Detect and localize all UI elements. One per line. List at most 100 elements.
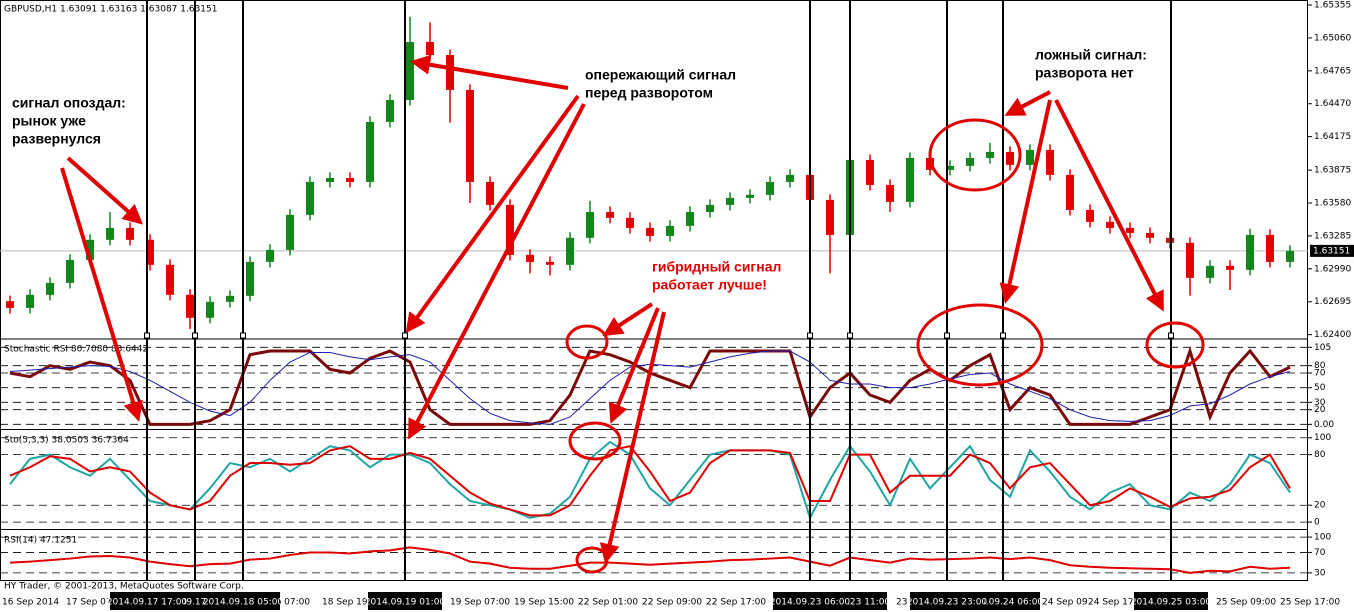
time-label-box: [910, 592, 984, 610]
annotation-text: опережающий сигнал: [585, 67, 736, 83]
time-label: 25 Sep 09:00: [1216, 598, 1276, 608]
time-label: 18 Sep 07:00: [250, 598, 310, 608]
candle-body: [1126, 227, 1134, 233]
candle-body: [906, 157, 914, 202]
candle-body: [586, 211, 594, 238]
candle-body: [26, 294, 34, 308]
y-tick-label: 1.63580: [1314, 199, 1351, 209]
candle-body: [646, 227, 654, 236]
candle-body: [946, 165, 954, 170]
y-tick-label: 50: [1314, 383, 1326, 393]
time-label-bg: [705, 592, 771, 610]
annotation-text: разворота нет: [1035, 65, 1134, 81]
plot-frame: [0, 0, 1308, 581]
time-label: 2014.09.23 11:00: [810, 598, 891, 608]
time-label: 22 Sep 17:00: [706, 598, 766, 608]
candle-body: [1246, 234, 1254, 270]
candle-body: [606, 211, 614, 218]
annotation-text: сигнал опоздал:: [12, 95, 126, 111]
candle-body: [166, 264, 174, 295]
time-label: 2014.09.23 06:00: [770, 598, 851, 608]
candle-body: [306, 181, 314, 215]
candle-body: [286, 214, 294, 250]
candle-body: [1026, 149, 1034, 165]
y-tick-label: 30: [1314, 568, 1326, 578]
indicator-line: [9, 546, 1291, 574]
candle-body: [226, 295, 234, 302]
annotation-text: работает лучше!: [652, 277, 767, 293]
candle-body: [1046, 149, 1054, 175]
time-label: 2014.09.25 03:00: [1131, 598, 1212, 608]
time-label-bg: [1, 592, 67, 610]
marker-handle: [807, 332, 813, 339]
panel-title: GBPUSD,H1 1.63091 1.63163 1.63087 1.6315…: [4, 5, 217, 15]
marker-handle: [847, 332, 853, 339]
y-tick-label: 0.00: [1314, 420, 1334, 430]
candle-body: [1106, 221, 1114, 228]
candle-body: [626, 217, 634, 228]
time-label: 17 Sep 07:00: [66, 598, 126, 608]
y-tick-label: 100: [1314, 533, 1331, 543]
annotations: сигнал опоздал: рынок уже развернулся опере…: [12, 47, 1205, 574]
candle-body: [406, 41, 414, 100]
y-tick-label: 70: [1314, 369, 1326, 379]
y-tick-label: 1.65060: [1314, 33, 1351, 43]
marker-handle: [1168, 332, 1174, 339]
marker-handle: [1000, 332, 1006, 339]
y-tick-label: 1.64175: [1314, 132, 1351, 142]
candle-body: [66, 259, 74, 283]
candle-body: [866, 159, 874, 185]
y-tick-label: 1.62400: [1314, 330, 1351, 340]
candle-body: [106, 227, 114, 240]
time-label-bg: [513, 592, 579, 610]
candle-body: [466, 89, 474, 182]
candle-body: [486, 181, 494, 205]
candle-body: [186, 294, 194, 318]
time-label-box: [966, 592, 1040, 610]
candle-body: [1006, 151, 1014, 165]
annotation-text: развернулся: [12, 131, 101, 147]
time-label: 2014.09.19 01:00: [365, 598, 446, 608]
candle-body: [206, 301, 214, 318]
indicator-line: [9, 445, 1291, 517]
candle-body: [786, 174, 794, 182]
time-label: 24 Sep 17:00: [1088, 598, 1148, 608]
time-label: 19 Sep 07:00: [450, 598, 510, 608]
candle-body: [746, 194, 754, 198]
candle-body: [366, 121, 374, 182]
y-tick-label: 80: [1314, 450, 1326, 460]
y-tick-label: 1.62695: [1314, 297, 1351, 307]
time-label: 2014.09.17 17:00: [107, 598, 188, 608]
candle-body: [1286, 250, 1294, 262]
annotation-text: гибридный сигнал: [652, 259, 781, 275]
time-label: 2014.09.18 05:00: [203, 598, 284, 608]
marker-handle: [192, 332, 198, 339]
candle-body: [426, 41, 434, 55]
candle-body: [706, 204, 714, 212]
candle-body: [1206, 265, 1214, 278]
candle-body: [1146, 232, 1154, 238]
candle-body: [546, 261, 554, 265]
time-label-box: [110, 592, 184, 610]
y-tick-label: 30: [1314, 398, 1326, 408]
time-label: 22 Sep 01:00: [578, 598, 638, 608]
candle-body: [986, 151, 994, 158]
current-price-box: [1310, 244, 1354, 257]
y-tick-label: 105: [1314, 343, 1331, 353]
candle-body: [686, 211, 694, 226]
time-label-bg: [449, 592, 515, 610]
candle-body: [1226, 265, 1234, 270]
time-label: 19 Sep 15:00: [514, 598, 574, 608]
y-tick-label: 1.65355: [1314, 1, 1351, 11]
candle-body: [506, 204, 514, 255]
candle-body: [1066, 174, 1074, 210]
y-tick-label: 80: [1314, 361, 1326, 371]
time-label-bg: [641, 592, 707, 610]
y-tick-label: 1.62990: [1314, 264, 1351, 274]
candle-body: [766, 181, 774, 195]
candle-body: [266, 249, 274, 262]
current-price-label: 1.63151: [1313, 246, 1350, 256]
annotation-text: ложный сигнал:: [1035, 47, 1147, 63]
annotation-text: перед разворотом: [585, 85, 713, 101]
